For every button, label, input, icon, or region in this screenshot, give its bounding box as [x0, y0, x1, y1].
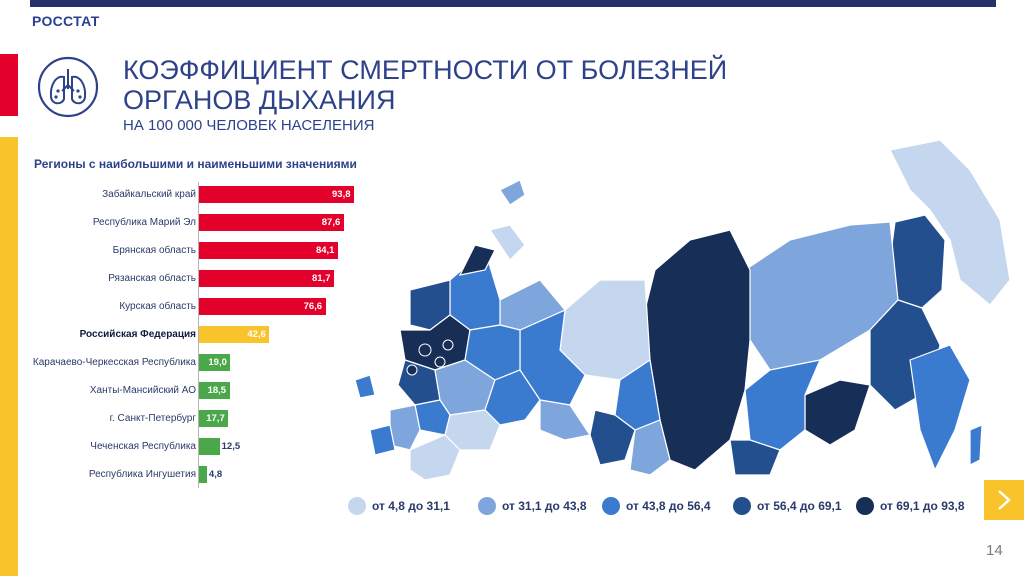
legend-swatch	[856, 497, 874, 515]
bar-row: Карачаево-Черкесская Республика 19,0	[0, 354, 1024, 372]
map-region	[729, 439, 781, 476]
legend-item: от 4,8 до 31,1	[348, 496, 450, 516]
bar	[199, 382, 230, 399]
chevron-right-icon	[998, 490, 1011, 510]
map-region	[804, 379, 871, 446]
bar-category-label: Брянская область	[112, 245, 196, 256]
map-region	[499, 179, 526, 206]
bar-category-label: Чеченская Республика	[90, 441, 196, 452]
bar	[199, 466, 207, 483]
bar-row: Российская Федерация 42,6	[0, 326, 1024, 344]
bar-value-label: 19,0	[208, 357, 227, 368]
page-subtitle: НА 100 000 ЧЕЛОВЕК НАСЕЛЕНИЯ	[123, 117, 375, 134]
legend-label: от 31,1 до 43,8	[502, 499, 587, 513]
bar	[199, 214, 344, 231]
bar-category-label: Рязанская область	[108, 273, 196, 284]
bar-value-label: 81,7	[312, 273, 331, 284]
map-region	[969, 424, 983, 466]
map-region	[539, 399, 591, 441]
map-region	[406, 364, 418, 376]
lungs-icon	[37, 56, 99, 118]
bar-category-label: Республика Ингушетия	[88, 469, 196, 480]
legend-swatch	[348, 497, 366, 515]
legend-swatch	[478, 497, 496, 515]
legend-swatch	[733, 497, 751, 515]
map-region	[418, 343, 432, 357]
bar	[199, 438, 220, 455]
bar-value-label: 84,1	[315, 245, 335, 256]
legend-swatch	[602, 497, 620, 515]
bar-category-label: Ханты-Мансийский АО	[89, 385, 196, 396]
legend-item: от 56,4 до 69,1	[733, 496, 842, 516]
bar-value-label: 17,7	[206, 413, 225, 424]
bar	[199, 298, 326, 315]
bar-chart-axis	[198, 182, 199, 488]
bar-row: Ханты-Мансийский АО 18,5	[0, 382, 1024, 400]
bar-row: Чеченская Республика 12,5	[0, 438, 1024, 456]
map-region	[442, 339, 454, 351]
bar-row: Забайкальский край 93,8	[0, 186, 1024, 204]
bar-row: Республика Ингушетия 4,8	[0, 466, 1024, 484]
russia-regions-map	[354, 139, 1011, 481]
legend-item: от 43,8 до 56,4	[602, 496, 711, 516]
bar-value-label: 76,6	[303, 301, 323, 312]
map-region	[409, 434, 461, 481]
map-region	[629, 419, 671, 476]
map-region	[369, 424, 396, 456]
map-region	[354, 374, 376, 399]
page-title: КОЭФФИЦИЕНТ СМЕРТНОСТИ ОТ БОЛЕЗНЕЙ ОРГАН…	[123, 55, 727, 115]
bar-value-label: 42,6	[247, 329, 266, 340]
yellow-accent-bar	[0, 137, 18, 576]
title-line-1: КОЭФФИЦИЕНТ СМЕРТНОСТИ ОТ БОЛЕЗНЕЙ	[123, 55, 728, 85]
bar-value-label: 12,5	[221, 441, 241, 452]
bar	[199, 270, 334, 287]
map-region	[458, 244, 496, 276]
bar	[199, 354, 231, 371]
bar	[199, 326, 270, 343]
bar	[199, 242, 338, 259]
legend-label: от 43,8 до 56,4	[626, 499, 711, 513]
bar-category-label: Республика Марий Эл	[92, 217, 196, 228]
map-region	[889, 139, 1011, 306]
bar-category-label: Карачаево-Черкесская Республика	[32, 357, 196, 368]
top-bar	[30, 0, 996, 7]
red-accent-bar	[0, 54, 18, 116]
map-region	[389, 404, 421, 451]
bar	[199, 410, 229, 427]
bar-row: Республика Марий Эл 87,6	[0, 214, 1024, 232]
map-region	[489, 224, 526, 261]
legend-label: от 69,1 до 93,8	[880, 499, 965, 513]
title-line-2: ОРГАНОВ ДЫХАНИЯ	[123, 85, 396, 115]
bar-row: Рязанская область 81,7	[0, 270, 1024, 288]
bar-category-label: Российская Федерация	[79, 329, 196, 340]
bar-value-label: 18,5	[207, 385, 227, 396]
legend-label: от 4,8 до 31,1	[372, 499, 450, 513]
bar-row: Брянская область 84,1	[0, 242, 1024, 260]
next-slide-button[interactable]	[984, 480, 1024, 520]
bar-category-label: Забайкальский край	[102, 189, 196, 200]
bar-value-label: 93,8	[332, 189, 351, 200]
bar-chart-title: Регионы с наибольшими и наименьшими знач…	[34, 157, 357, 171]
map-region	[889, 214, 946, 309]
bar	[199, 186, 354, 203]
legend-item: от 69,1 до 93,8	[856, 496, 965, 516]
map-region	[434, 356, 446, 368]
bar-category-label: Курская область	[119, 301, 196, 312]
bar-value-label: 4,8	[208, 469, 223, 480]
bar-row: Курская область 76,6	[0, 298, 1024, 316]
legend-label: от 56,4 до 69,1	[757, 499, 842, 513]
page-number: 14	[986, 542, 1003, 559]
brand-logo-text: РОССТАТ	[32, 13, 100, 29]
bar-value-label: 87,6	[321, 217, 341, 228]
bar-row: г. Санкт-Петербург 17,7	[0, 410, 1024, 428]
legend-item: от 31,1 до 43,8	[478, 496, 587, 516]
bar-category-label: г. Санкт-Петербург	[109, 413, 196, 424]
map-region	[909, 344, 971, 472]
